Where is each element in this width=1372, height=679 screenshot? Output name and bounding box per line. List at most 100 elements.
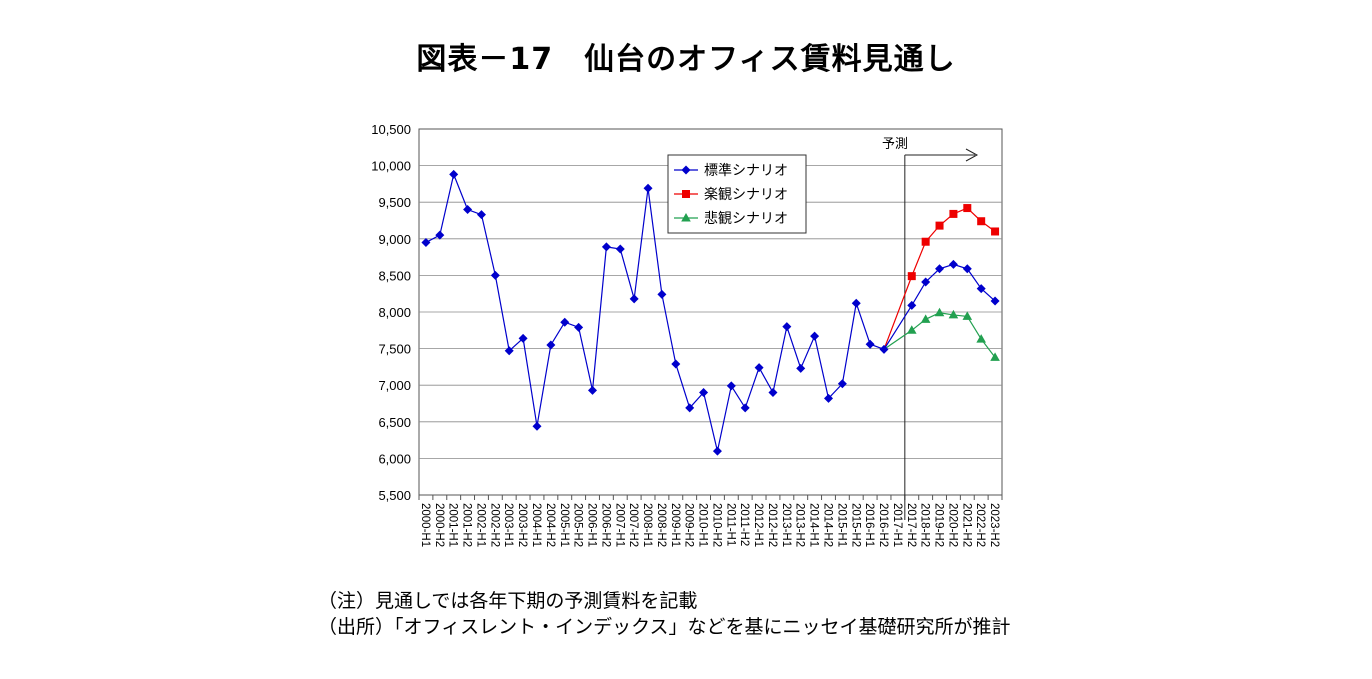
data-point <box>796 363 806 373</box>
y-tick-label: 10,500 <box>371 122 411 137</box>
y-tick-label: 9,000 <box>378 232 411 247</box>
data-point <box>671 359 681 369</box>
x-tick-label: 2001-H1 <box>447 503 459 547</box>
x-tick-label: 2018-H2 <box>919 503 931 547</box>
x-tick-label: 2013-H1 <box>780 503 792 547</box>
x-tick-label: 2009-H1 <box>669 503 681 547</box>
x-tick-label: 2022-H2 <box>974 503 986 547</box>
legend-marker <box>681 165 691 175</box>
data-point <box>907 300 917 310</box>
x-tick-label: 2011-H2 <box>738 503 750 546</box>
x-tick-label: 2002-H1 <box>474 503 486 547</box>
data-point <box>865 339 875 349</box>
data-point <box>463 205 473 215</box>
x-tick-label: 2013-H2 <box>794 503 806 547</box>
data-point <box>963 204 972 213</box>
data-point <box>546 340 556 350</box>
x-tick-label: 2012-H2 <box>766 503 778 547</box>
x-tick-label: 2016-H2 <box>877 503 889 547</box>
x-tick-label: 2007-H1 <box>613 503 625 547</box>
data-point <box>601 242 611 252</box>
data-point <box>823 393 833 403</box>
data-point <box>768 388 778 398</box>
legend-marker <box>681 213 691 222</box>
data-point <box>657 289 667 299</box>
data-point <box>976 334 986 343</box>
legend-label: 悲観シナリオ <box>704 210 788 227</box>
x-tick-label: 2014-H1 <box>808 503 820 547</box>
data-point <box>851 298 861 308</box>
x-tick-label: 2004-H1 <box>530 503 542 547</box>
data-point <box>962 264 972 274</box>
x-tick-label: 2008-H2 <box>655 503 667 547</box>
data-point <box>921 237 930 246</box>
y-tick-label: 5,500 <box>378 488 411 503</box>
data-point <box>906 325 917 334</box>
x-tick-label: 2015-H1 <box>835 503 847 547</box>
y-tick-label: 9,500 <box>378 195 411 210</box>
data-point <box>740 403 750 413</box>
data-point <box>948 309 959 319</box>
x-tick-label: 2006-H2 <box>599 503 611 547</box>
data-point <box>810 331 820 341</box>
data-point <box>879 344 889 354</box>
data-point <box>449 169 459 179</box>
y-tick-label: 8,000 <box>378 305 411 320</box>
x-tick-label: 2017-H2 <box>905 503 917 547</box>
x-tick-label: 2016-H1 <box>863 503 875 547</box>
x-tick-label: 2003-H1 <box>502 503 514 547</box>
x-tick-label: 2004-H2 <box>544 503 556 547</box>
x-tick-label: 2021-H2 <box>960 503 972 547</box>
data-point <box>921 277 931 287</box>
data-point <box>991 227 1000 236</box>
data-point <box>699 388 709 398</box>
data-point <box>990 296 1000 306</box>
data-point <box>949 209 958 218</box>
data-point <box>629 294 639 304</box>
series-line-triangle <box>883 312 996 358</box>
data-point <box>490 270 500 280</box>
y-tick-label: 6,500 <box>378 415 411 430</box>
data-point <box>754 363 764 373</box>
data-point <box>588 385 598 395</box>
data-point <box>920 314 931 323</box>
data-point <box>560 317 570 327</box>
data-point <box>934 307 945 317</box>
x-tick-label: 2010-H1 <box>697 503 709 547</box>
data-point <box>421 237 431 247</box>
legend-label: 標準シナリオ <box>704 163 788 179</box>
x-tick-label: 2001-H2 <box>461 503 473 547</box>
data-point <box>935 264 945 274</box>
data-point <box>837 379 847 389</box>
legend-label: 楽観シナリオ <box>704 186 788 203</box>
data-point <box>977 217 986 226</box>
data-point <box>518 333 528 343</box>
y-tick-label: 7,000 <box>378 378 411 393</box>
data-point <box>615 244 625 254</box>
data-point <box>990 352 1000 361</box>
note-remark: （注）見通しでは各年下期の予測賃料を記載 <box>318 590 698 612</box>
x-tick-label: 2007-H2 <box>627 503 639 547</box>
data-point <box>935 221 944 230</box>
x-tick-label: 2000-H2 <box>433 503 445 547</box>
y-tick-label: 6,000 <box>378 451 411 466</box>
y-tick-label: 8,500 <box>378 268 411 283</box>
data-point <box>976 284 986 294</box>
data-point <box>435 230 445 240</box>
notes: （注）見通しでは各年下期の予測賃料を記載 （出所）「オフィスレント・インデックス… <box>318 588 1011 640</box>
x-tick-label: 2002-H2 <box>488 503 500 547</box>
x-tick-label: 2005-H2 <box>572 503 584 547</box>
data-point <box>907 272 916 281</box>
x-tick-label: 2006-H1 <box>586 503 598 547</box>
data-point <box>643 183 653 193</box>
x-tick-label: 2011-H1 <box>724 503 736 546</box>
forecast-arrow-head <box>965 148 979 162</box>
x-tick-label: 2012-H1 <box>752 503 764 547</box>
data-point <box>726 381 736 391</box>
data-point <box>962 311 973 320</box>
x-tick-label: 2009-H2 <box>683 503 695 547</box>
data-point <box>476 210 486 220</box>
x-tick-label: 2020-H2 <box>946 503 958 547</box>
legend-marker <box>682 190 690 198</box>
y-tick-label: 7,500 <box>378 342 411 357</box>
